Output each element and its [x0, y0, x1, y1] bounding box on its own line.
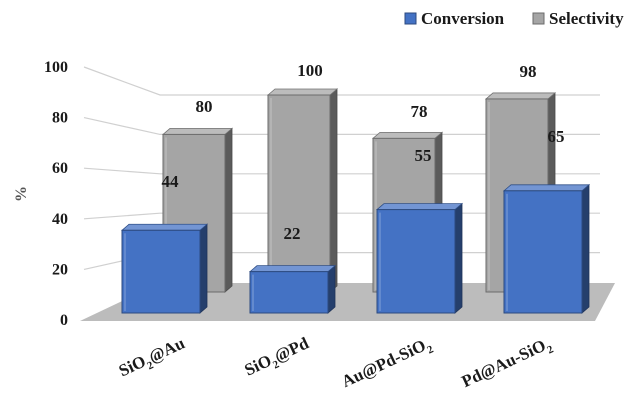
y-tick-label: 100 — [44, 59, 68, 76]
selectivity-data-label: 80 — [196, 97, 213, 116]
y-axis: 0 20 40 60 80 100% — [13, 59, 68, 329]
conversion-data-label: 55 — [415, 146, 432, 165]
selectivity-bar — [266, 88, 339, 293]
legend-swatch — [404, 12, 417, 25]
category-label: SiO2@Pd — [242, 333, 314, 383]
y-tick-label: 20 — [52, 261, 68, 278]
selectivity-data-label: 78 — [411, 102, 428, 121]
conversion-bar — [502, 183, 591, 314]
x-axis-categories: SiO2@Au SiO2@Pd Au@Pd-SiO2 Pd@Au-SiO2 — [116, 333, 556, 395]
conversion-data-label: 22 — [284, 224, 301, 243]
conversion-bar — [248, 264, 337, 314]
category-label: Au@Pd-SiO2 — [339, 333, 436, 395]
selectivity-data-label: 100 — [297, 61, 323, 80]
selectivity-data-label: 98 — [520, 62, 537, 81]
gridline — [83, 66, 600, 96]
conversion-data-label: 44 — [162, 172, 180, 191]
legend-item: Selectivity — [532, 9, 624, 28]
legend-item: Conversion — [404, 9, 505, 28]
legend-swatch — [532, 12, 545, 25]
y-tick-label: 40 — [52, 211, 68, 228]
y-tick-label: 80 — [52, 110, 68, 127]
selectivity-bars — [161, 88, 557, 293]
y-axis-label: % — [13, 186, 30, 202]
gridline — [83, 117, 600, 135]
conversion-bar — [375, 202, 464, 314]
legend-label: Selectivity — [549, 9, 624, 28]
category-label: Pd@Au-SiO2 — [459, 333, 556, 395]
category-label: SiO2@Au — [116, 333, 190, 384]
conversion-bars — [120, 183, 591, 314]
y-tick-label: 60 — [52, 160, 68, 177]
conversion-data-label: 65 — [548, 127, 565, 146]
legend-label: Conversion — [421, 9, 505, 28]
legend: Conversion Selectivity — [404, 9, 624, 28]
y-tick-label: 0 — [60, 312, 68, 329]
gridline — [83, 167, 600, 175]
conversion-bar — [120, 223, 209, 314]
data-labels: 80 100 78 98 44 22 55 65 — [162, 61, 565, 243]
